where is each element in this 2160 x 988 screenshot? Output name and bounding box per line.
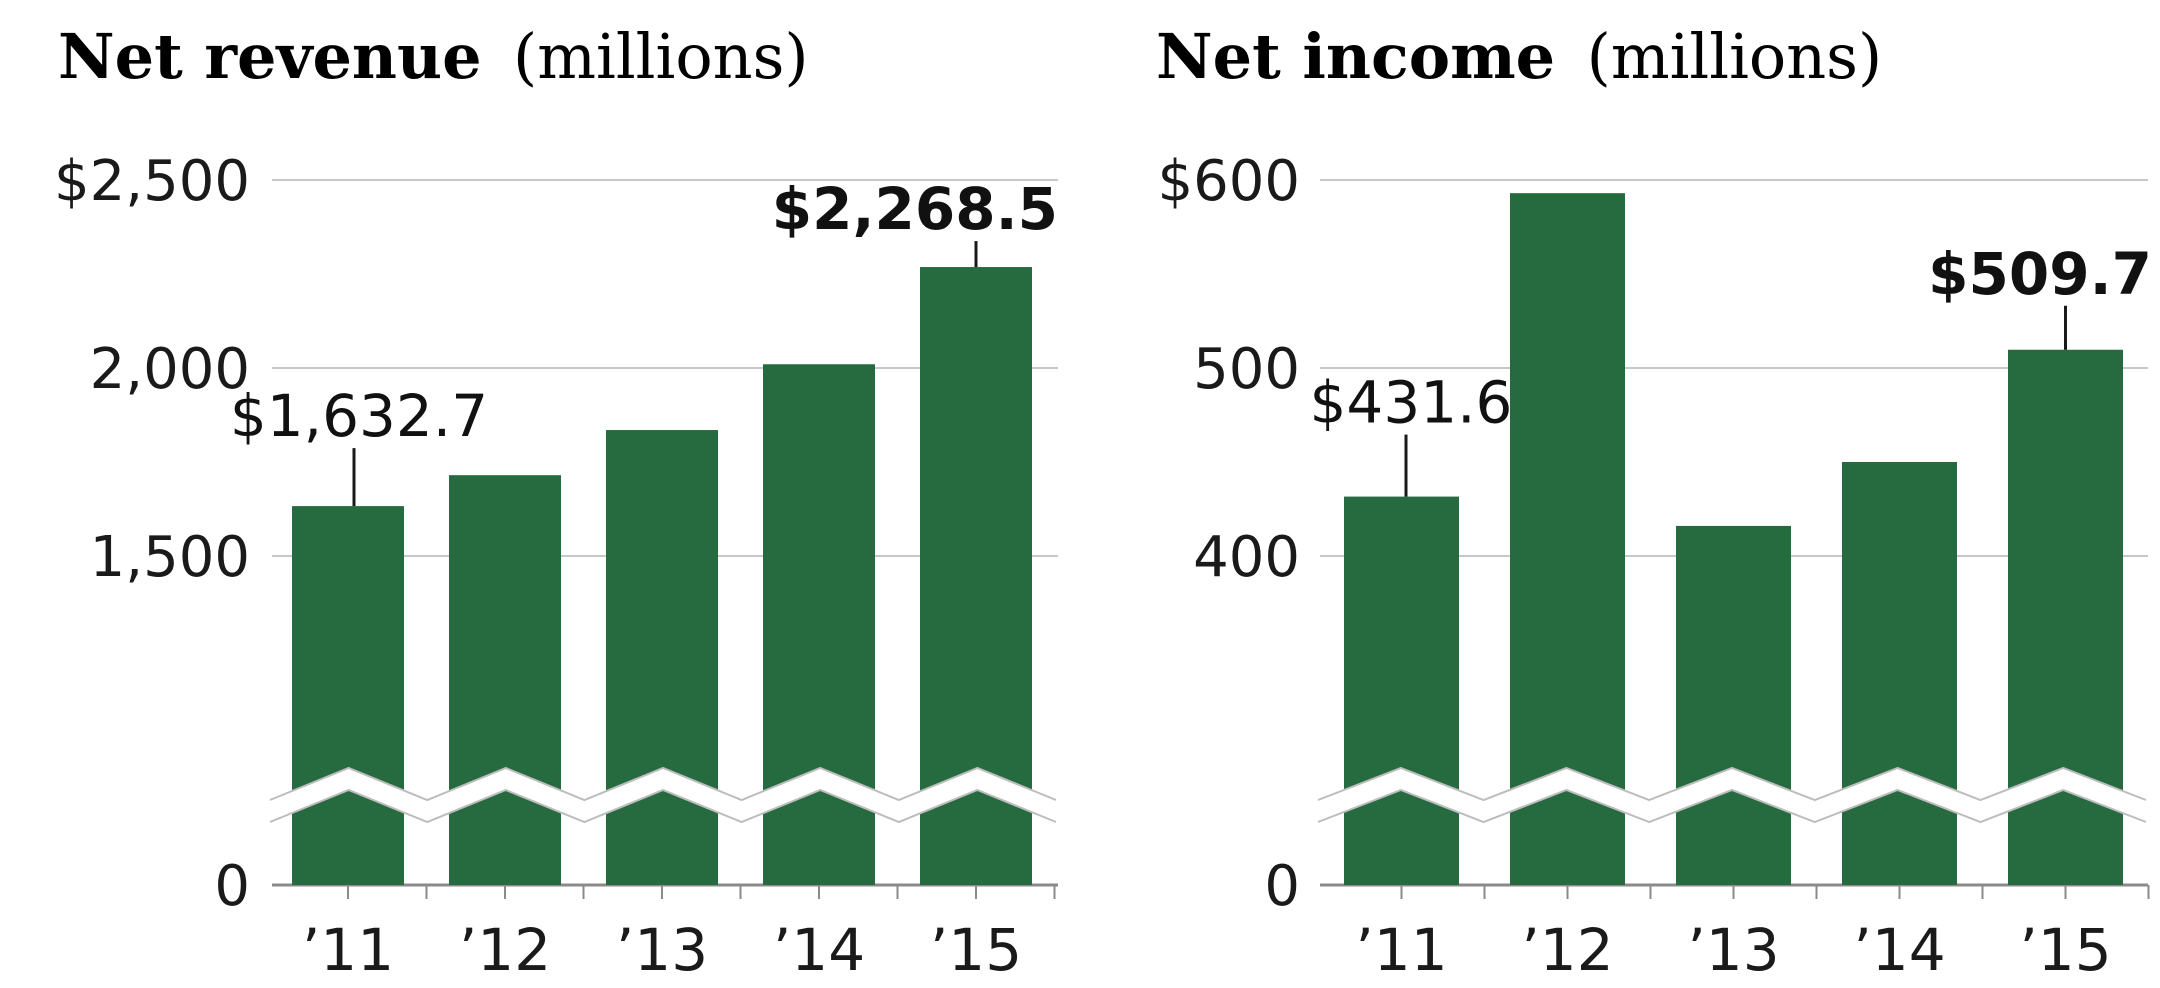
revenue-x-tick-label: ’14 <box>773 916 865 984</box>
income-chart-title: Net income (millions) <box>1156 20 1882 93</box>
income-bar <box>1676 525 1791 885</box>
revenue-x-tick-label: ’13 <box>616 916 708 984</box>
income-callout-label: $509.7 <box>1928 240 2152 308</box>
income-bar <box>1344 496 1459 885</box>
revenue-x-tick-label: ’11 <box>302 916 394 984</box>
revenue-callout-label: $1,632.7 <box>230 382 488 450</box>
income-subtitle: (millions) <box>1587 20 1883 93</box>
revenue-y-tick-label: 1,500 <box>90 525 250 590</box>
revenue-y-tick-label: $2,500 <box>54 149 250 214</box>
revenue-x-tick-label: ’12 <box>459 916 551 984</box>
revenue-y-tick-label: 2,000 <box>90 337 250 402</box>
revenue-bar <box>449 475 561 885</box>
income-y-tick-label: 400 <box>1193 525 1300 590</box>
income-y-tick-label: 500 <box>1193 337 1300 402</box>
income-callout-label: $431.6 <box>1310 369 1513 437</box>
revenue-title: Net revenue <box>58 20 482 93</box>
revenue-axis-break-edge <box>269 788 1057 824</box>
income-bar <box>1842 462 1957 885</box>
revenue-axis-break-edge <box>269 766 1057 802</box>
income-chart: Net income (millions) 0 400 500 $600 ’11 ’12 ’… <box>1156 20 2152 984</box>
income-x-tick-label: ’14 <box>1853 916 1945 984</box>
income-x-tick-label: ’15 <box>2019 916 2111 984</box>
income-plot: 0 400 500 $600 ’11 ’12 ’13 ’14 ’15 $431.6 $509.7 <box>1157 149 2152 984</box>
revenue-callout-label: $2,268.5 <box>772 175 1058 243</box>
revenue-bar <box>292 506 404 885</box>
revenue-y-tick-label: 0 <box>214 854 250 919</box>
revenue-x-tick-label: ’15 <box>930 916 1022 984</box>
income-axis-break-edge <box>1317 766 2147 802</box>
income-axis-break <box>1318 768 2146 822</box>
revenue-axis-break <box>270 768 1056 822</box>
income-axis-break-edge <box>1317 788 2147 824</box>
income-y-tick-label: 0 <box>1264 854 1300 919</box>
income-x-tick-label: ’12 <box>1521 916 1613 984</box>
revenue-chart: Net revenue (millions) 0 1,500 2,000 $2,500… <box>54 20 1058 984</box>
revenue-chart-title: Net revenue (millions) <box>58 20 809 93</box>
income-y-tick-label: $600 <box>1157 149 1300 214</box>
income-x-tick-label: ’11 <box>1355 916 1447 984</box>
income-title: Net income <box>1156 20 1555 93</box>
income-x-tick-label: ’13 <box>1687 916 1779 984</box>
revenue-subtitle: (millions) <box>513 20 809 93</box>
revenue-bar <box>606 430 718 885</box>
revenue-plot: 0 1,500 2,000 $2,500 ’11 ’12 ’13 ’14 ’15 $1,632.7… <box>54 149 1058 984</box>
